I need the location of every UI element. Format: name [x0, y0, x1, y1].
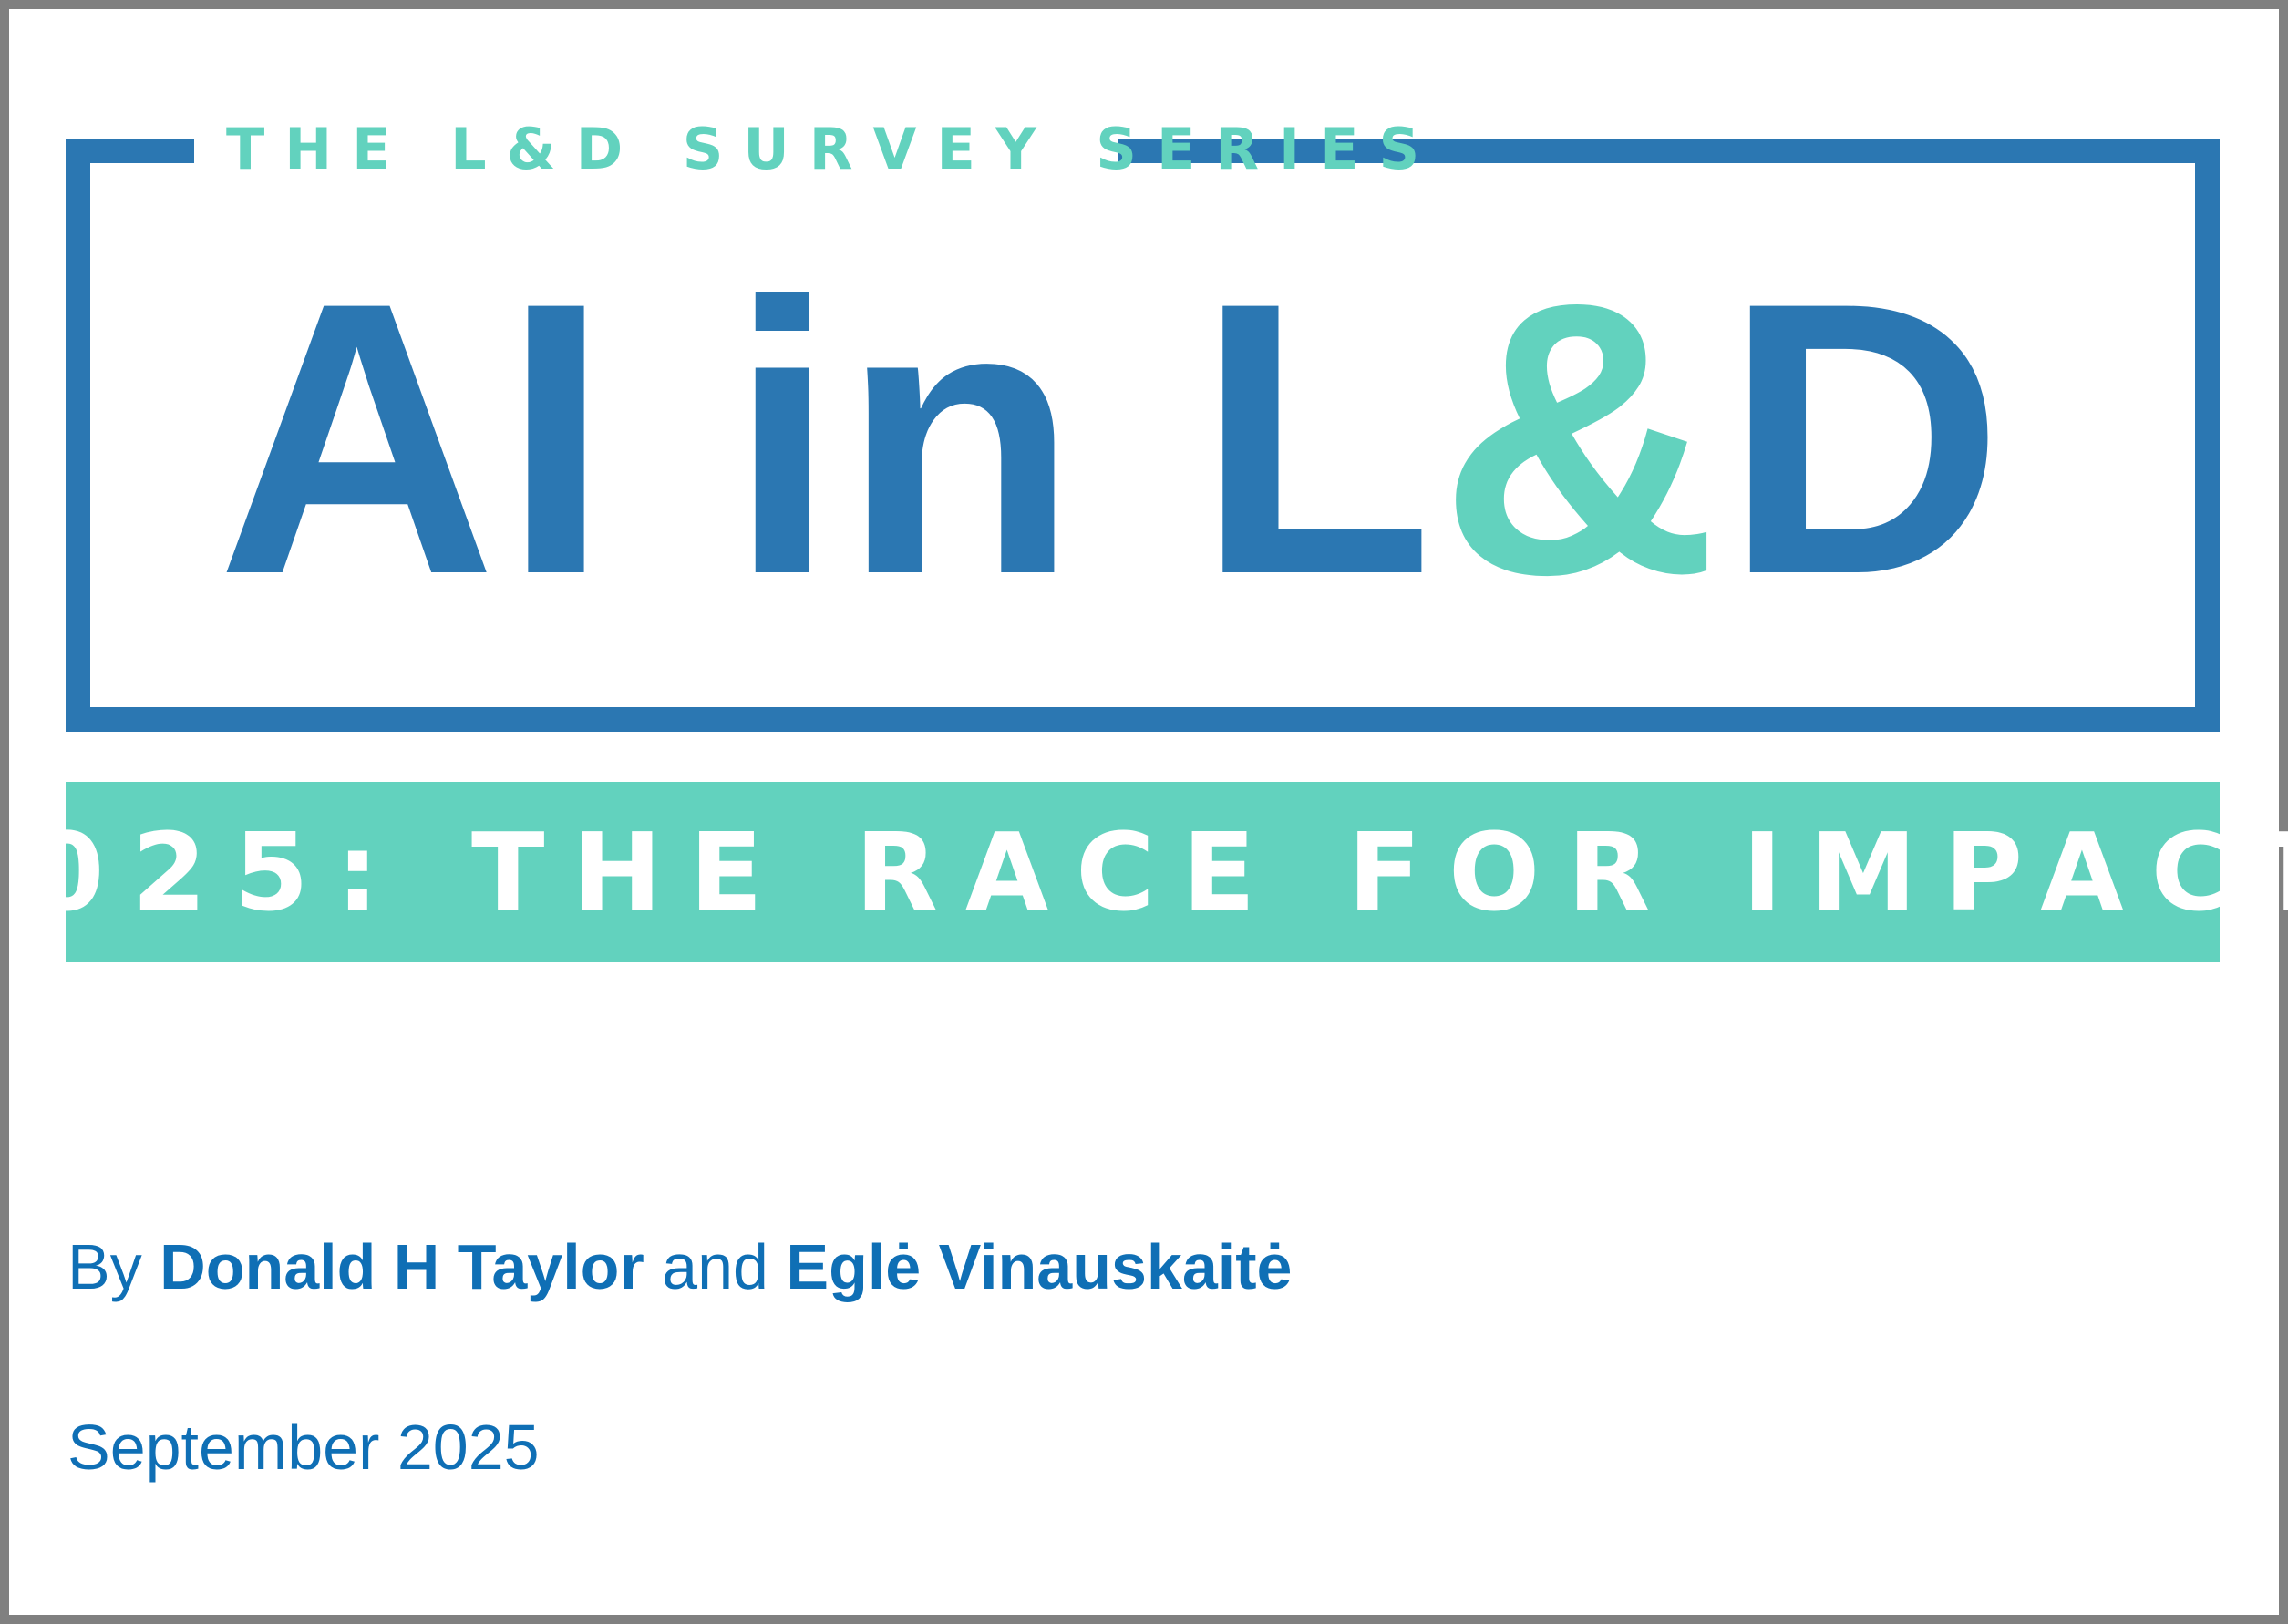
byline: By Donald H Taylor and Eglė Vinauskaitė	[67, 1230, 1292, 1303]
byline-prefix: By	[67, 1231, 142, 1302]
report-title: AI in L&D	[217, 239, 2009, 640]
subtitle-banner: 2025: THE RACE FOR IMPACT	[0, 782, 2288, 962]
author-2: Eglė Vinauskaitė	[786, 1231, 1293, 1302]
series-label: THE L&D SURVEY SERIES	[226, 116, 1440, 182]
publication-date: September 2025	[67, 1412, 540, 1483]
subtitle: 2025: THE RACE FOR IMPACT	[0, 809, 2288, 935]
frame-gap	[194, 128, 1118, 173]
title-ampersand: &	[1438, 222, 1725, 655]
title-part2: D	[1724, 222, 2010, 655]
author-1: Donald H Taylor	[160, 1231, 644, 1302]
title-part1: AI in L	[217, 222, 1439, 655]
byline-conjunction: and	[662, 1231, 768, 1302]
